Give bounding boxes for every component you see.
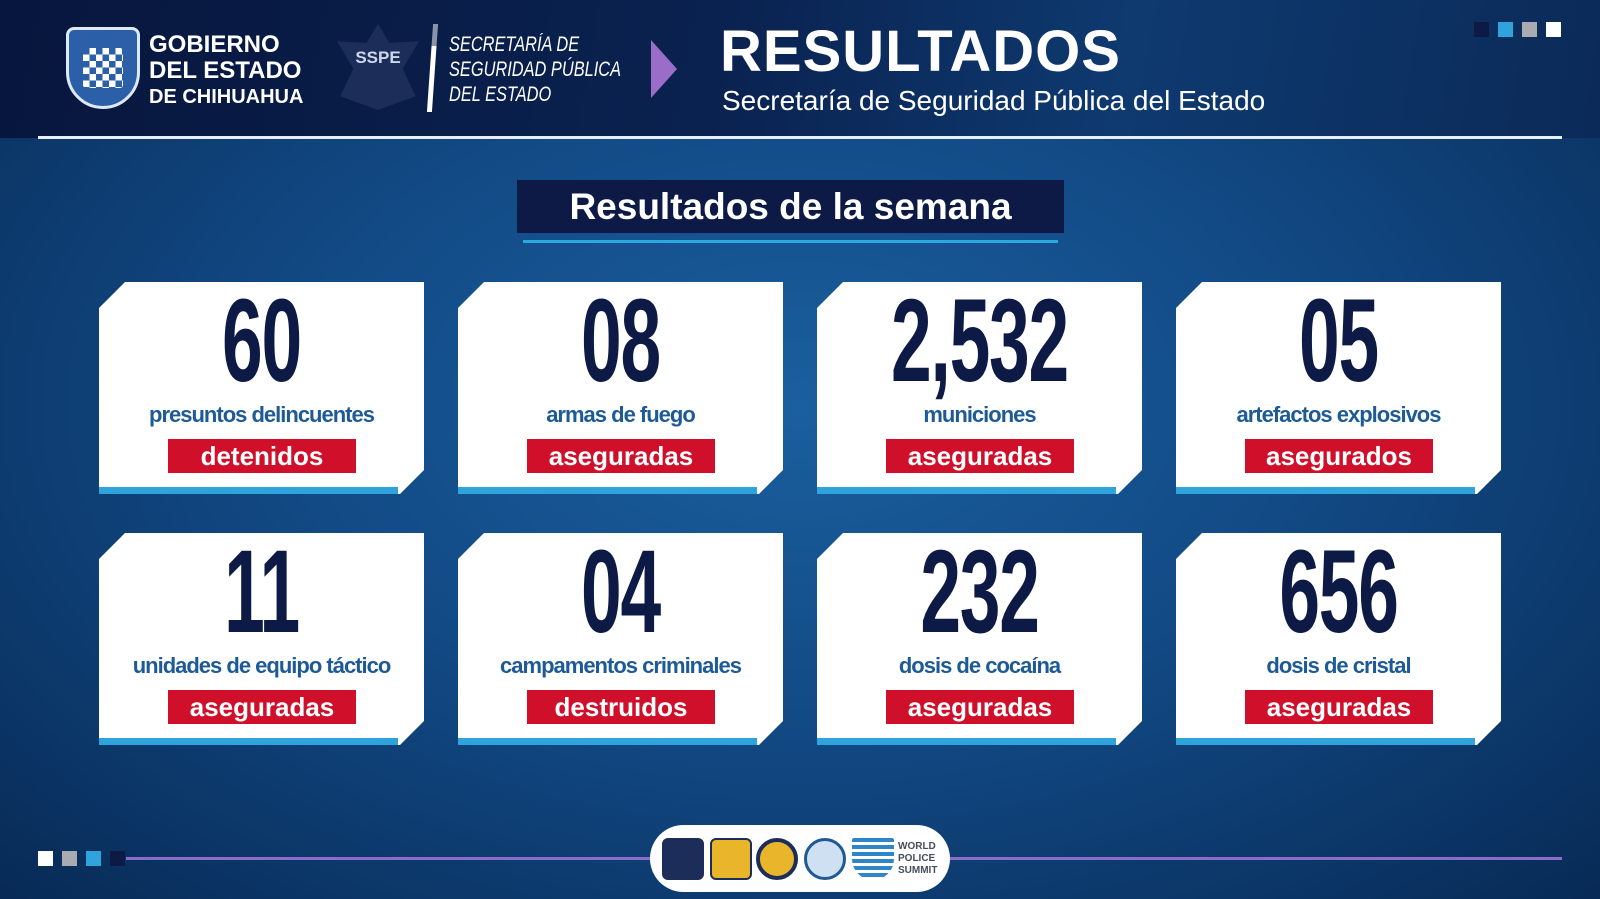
stat-status-badge: aseguradas [886, 690, 1074, 724]
calea-logo [756, 838, 798, 880]
square-decor [1498, 22, 1513, 37]
gov-line-3: DE CHIHUAHUA [149, 86, 304, 108]
header-rule [38, 136, 1562, 139]
stat-card: 08 armas de fuego aseguradas [458, 282, 783, 494]
card-stripe [458, 487, 757, 494]
stat-value: 05 [1299, 275, 1379, 407]
stat-card: 04 campamentos criminales destruidos [458, 533, 783, 745]
square-decor [1474, 22, 1489, 37]
play-arrow-icon [651, 40, 677, 98]
stat-status-badge: aseguradas [168, 690, 356, 724]
header: GOBIERNO DEL ESTADO DE CHIHUAHUA SSPE SE… [0, 0, 1600, 138]
secretaria-text: SECRETARÍA DE SEGURIDAD PÚBLICA DEL ESTA… [449, 32, 621, 107]
sec-line-2: SEGURIDAD PÚBLICA [449, 58, 622, 81]
card-stripe [817, 738, 1116, 745]
gov-line-1: GOBIERNO [149, 31, 280, 58]
stat-label: armas de fuego [546, 402, 696, 427]
stat-card: 2,532 municiones aseguradas [817, 282, 1142, 494]
divider [426, 24, 439, 112]
sspe-badge-logo: SSPE [337, 24, 419, 110]
page-title: RESULTADOS [720, 19, 1121, 84]
square-decor [62, 851, 77, 866]
sspe-logo [662, 838, 704, 880]
gov-line-2: DEL ESTADO [149, 57, 302, 84]
sec-line-1: SECRETARÍA DE [449, 33, 580, 56]
card-stripe [458, 738, 757, 745]
stat-status-badge: aseguradas [886, 439, 1074, 473]
stat-value: 08 [581, 275, 661, 407]
stat-label: presuntos delincuentes [149, 402, 375, 427]
gov-logo-text: GOBIERNO DEL ESTADO DE CHIHUAHUA [149, 32, 303, 110]
stat-card: 656 dosis de cristal aseguradas [1176, 533, 1501, 745]
section-title: Resultados de la semana [517, 180, 1064, 233]
chihuahua-shield-logo [66, 27, 140, 109]
wps-text: WORLD POLICE SUMMIT [898, 841, 937, 877]
square-decor [86, 851, 101, 866]
wps-line: SUMMIT [898, 865, 938, 876]
stat-label: dosis de cocaína [898, 653, 1061, 678]
stat-card: 232 dosis de cocaína aseguradas [817, 533, 1142, 745]
stat-label: artefactos explosivos [1236, 402, 1442, 427]
section-title-underline [523, 240, 1058, 243]
square-decor [1522, 22, 1537, 37]
stat-status-badge: aseguradas [1245, 690, 1433, 724]
stat-status-badge: detenidos [168, 439, 356, 473]
stat-value: 04 [581, 526, 661, 658]
wps-line: WORLD [898, 841, 936, 852]
card-stripe [817, 487, 1116, 494]
calea-logo [804, 838, 846, 880]
stat-value: 656 [1279, 526, 1399, 658]
card-stripe [99, 738, 398, 745]
square-decor [38, 851, 53, 866]
stat-label: municiones [923, 402, 1036, 427]
wps-line: POLICE [898, 853, 936, 864]
stat-label: campamentos criminales [500, 653, 742, 678]
stat-status-badge: aseguradas [527, 439, 715, 473]
footer-logos: WORLD POLICE SUMMIT [650, 825, 950, 892]
stat-value: 2,532 [891, 275, 1069, 407]
stat-card: 11 unidades de equipo táctico aseguradas [99, 533, 424, 745]
stat-value: 60 [222, 275, 302, 407]
sec-line-3: DEL ESTADO [449, 83, 552, 106]
stat-label: unidades de equipo táctico [132, 653, 392, 678]
card-stripe [1176, 738, 1475, 745]
stat-value: 11 [224, 526, 300, 658]
card-stripe [99, 487, 398, 494]
stat-label: dosis de cristal [1266, 653, 1411, 678]
sspe-badge-text: SSPE [355, 48, 401, 67]
stat-card: 05 artefactos explosivos asegurados [1176, 282, 1501, 494]
calea-logo [710, 838, 752, 880]
stat-status-badge: asegurados [1245, 439, 1433, 473]
square-decor [110, 851, 125, 866]
stat-value: 232 [920, 526, 1040, 658]
world-police-summit-logo [852, 838, 894, 880]
card-stripe [1176, 487, 1475, 494]
stat-status-badge: destruidos [527, 690, 715, 724]
stat-card: 60 presuntos delincuentes detenidos [99, 282, 424, 494]
page-subtitle: Secretaría de Seguridad Pública del Esta… [722, 85, 1266, 116]
square-decor [1546, 22, 1561, 37]
